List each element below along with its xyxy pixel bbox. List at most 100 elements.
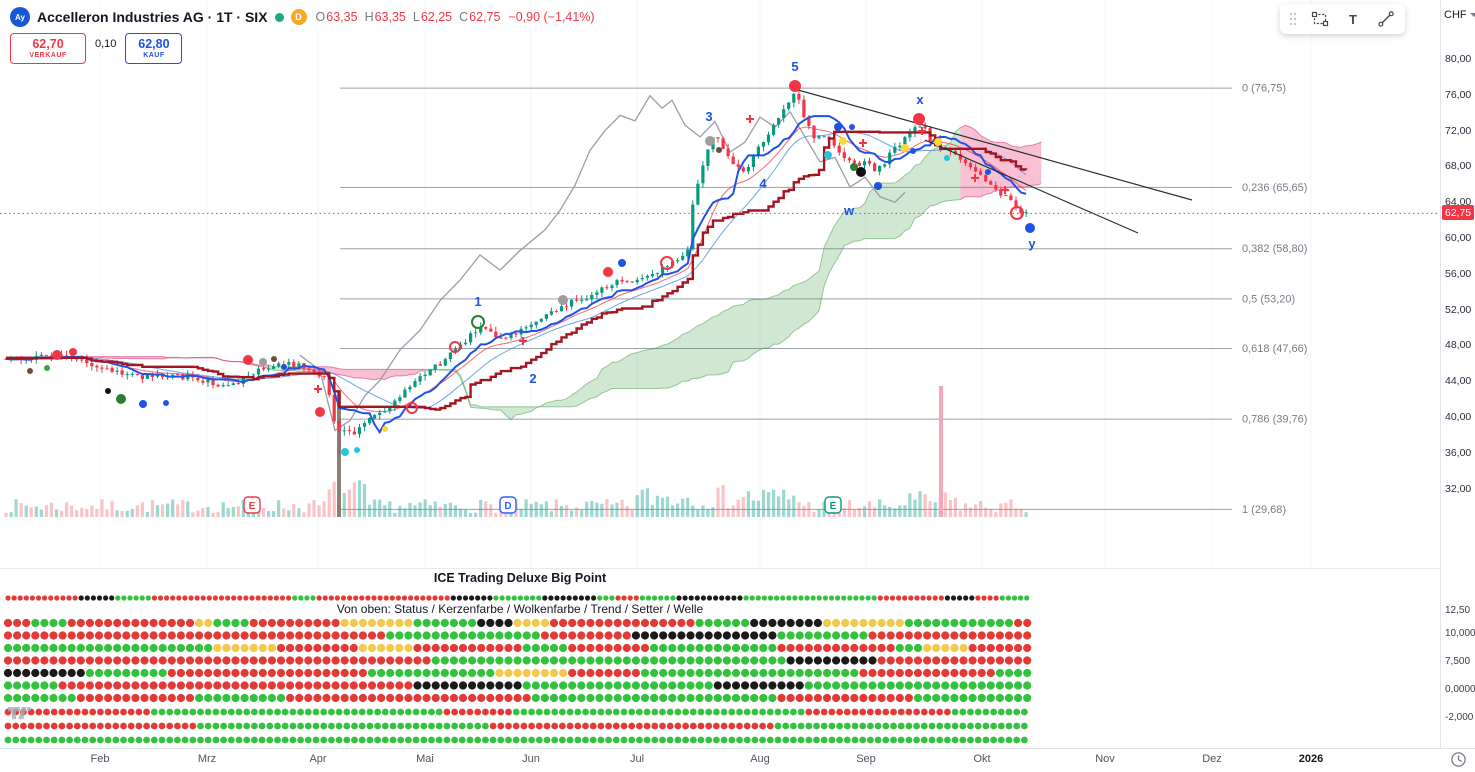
low-label: L: [412, 10, 420, 24]
signal-dot: [116, 394, 126, 404]
price-tick: 52,00: [1445, 303, 1472, 316]
signal-dot: [259, 358, 267, 366]
grid: [99, 0, 1312, 568]
dot-row-welle: [4, 736, 1028, 744]
symbol-logo[interactable]: Ay: [10, 7, 30, 27]
elliott-wave-labels: 1 2 3 4 5 w x y: [474, 59, 1036, 386]
fibonacci-levels: 0 (76,75) 0,236 (65,65) 0,382 (58,80) 0,5 (…: [340, 83, 1307, 516]
signal-dot: [716, 147, 722, 153]
signal-cross: [918, 127, 926, 135]
symbol-title[interactable]: Accelleron Industries AG · 1T · SIX: [37, 9, 268, 25]
time-axis-label: Aug: [750, 753, 770, 765]
drag-handle-icon[interactable]: [1288, 10, 1298, 28]
dot-row-row-3: [3, 643, 1032, 653]
time-axis-label: Nov: [1095, 753, 1115, 765]
price-tick: 56,00: [1445, 267, 1472, 280]
trend-line[interactable]: [924, 139, 1139, 234]
price-scale-separator: [1440, 0, 1441, 772]
event-badge[interactable]: D: [499, 496, 517, 514]
event-badge[interactable]: E: [243, 496, 261, 514]
chevron-down-icon: [1469, 13, 1475, 17]
last-price-badge: 62,75: [1442, 205, 1474, 221]
dot-row-trend: [4, 722, 1028, 730]
indicator-axis-label: 12,50: [1445, 605, 1471, 616]
text-tool-icon[interactable]: T: [1349, 11, 1357, 27]
price-tick: 48,00: [1445, 339, 1472, 352]
wave-label[interactable]: 3: [705, 109, 712, 124]
time-scale[interactable]: Feb Mrz Apr Mai Jun Jul Aug Sep Okt Nov Dez 2026: [0, 749, 1475, 772]
dot-row-row-4: [3, 656, 1032, 665]
tradingview-logo[interactable]: [8, 706, 34, 725]
fib-label: 0,236 (65,65): [1242, 182, 1307, 194]
dot-row-status: [5, 595, 1030, 601]
currency-label: CHF: [1444, 9, 1467, 21]
time-settings-button[interactable]: [1449, 751, 1468, 770]
price-scale[interactable]: CHF 80,00 76,00 72,00 68,00 64,00 60,00 56,00 5…: [1441, 0, 1475, 748]
svg-text:E: E: [830, 501, 837, 512]
time-axis-label: Mrz: [197, 753, 217, 765]
trend-line[interactable]: [797, 89, 1193, 201]
wave-label[interactable]: y: [1028, 236, 1036, 251]
time-axis-separator: [0, 748, 1475, 749]
signal-cross: [314, 385, 322, 393]
symbol-header: Ay Accelleron Industries AG · 1T · SIX D…: [10, 7, 602, 27]
wave-label[interactable]: 4: [759, 176, 767, 191]
svg-text:D: D: [504, 501, 511, 512]
dot-row-setter: [4, 708, 1028, 716]
price-tick: 40,00: [1445, 411, 1472, 423]
signal-dot: [789, 80, 801, 92]
dot-row-row-7: [3, 693, 1032, 703]
price-tick: 68,00: [1445, 160, 1472, 173]
price-tick: 72,00: [1445, 124, 1472, 137]
wave-label[interactable]: 5: [791, 59, 798, 74]
buy-label: KAUF: [143, 51, 165, 59]
interval-badge[interactable]: D: [290, 9, 307, 25]
wave-label[interactable]: x: [916, 92, 924, 107]
wave-label[interactable]: 1: [474, 294, 481, 309]
signal-dot: [834, 123, 842, 131]
main-chart-canvas[interactable]: 0 (76,75) 0,236 (65,65) 0,382 (58,80) 0,5 (…: [0, 0, 1440, 568]
sell-price: 62,70: [32, 36, 64, 51]
signal-dot: [139, 400, 147, 408]
signal-cross: [746, 115, 754, 123]
indicator-axis-label: 7,500: [1445, 656, 1471, 667]
price-tick: 76,00: [1445, 88, 1472, 101]
buy-button[interactable]: 62,80 KAUF: [125, 33, 183, 64]
spread-value: 0,10: [95, 38, 117, 50]
signal-dot: [69, 348, 77, 356]
sell-label: VERKAUF: [29, 51, 67, 59]
price-tick: 64,00: [1445, 196, 1472, 209]
signal-dot: [985, 169, 991, 175]
currency-selector[interactable]: CHF: [1444, 9, 1475, 21]
signal-cross: [859, 139, 867, 147]
indicator-cloud: [6, 124, 1042, 420]
indicator-panel-canvas[interactable]: [0, 568, 1440, 748]
signal-cross: [519, 337, 527, 345]
buy-price: 62,80: [138, 36, 170, 51]
indicator-axis-label: -2,000: [1445, 712, 1474, 723]
sell-button[interactable]: 62,70 VERKAUF: [10, 33, 86, 64]
volume-bars: [4, 386, 1028, 517]
selection-tool-icon[interactable]: [1309, 8, 1331, 30]
wave-label[interactable]: 2: [529, 371, 536, 386]
panel-separator[interactable]: [0, 568, 1440, 569]
signal-dot: [901, 144, 909, 152]
trend-indicator-lines: [5, 115, 1028, 435]
time-axis-label: Mai: [416, 753, 434, 765]
event-badge[interactable]: E: [824, 496, 842, 514]
time-axis-label: Sep: [856, 753, 876, 765]
signal-dot: [52, 350, 62, 360]
time-axis-label: Okt: [973, 753, 991, 765]
wave-label[interactable]: w: [843, 203, 855, 218]
price-tick: 60,00: [1445, 232, 1472, 244]
indicator-subtitle: Von oben: Status / Kerzenfarbe / Wolkenf…: [330, 602, 710, 616]
dot-row-row-2: [3, 631, 1032, 640]
order-widget: 62,70 VERKAUF 0,10 62,80 KAUF: [10, 33, 183, 64]
drawing-toolbar: T: [1280, 4, 1405, 34]
trendline-tool-icon[interactable]: [1375, 8, 1397, 30]
svg-text:E: E: [249, 501, 256, 512]
fib-label: 0,382 (58,80): [1242, 243, 1307, 255]
signal-dot: [910, 148, 916, 154]
indicator-title[interactable]: ICE Trading Deluxe Big Point: [427, 571, 613, 585]
